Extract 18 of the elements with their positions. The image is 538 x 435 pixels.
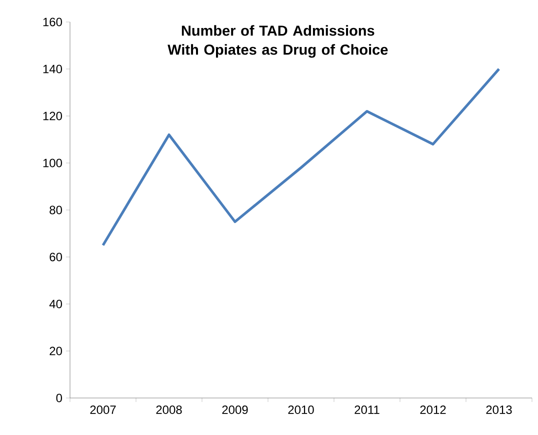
line-series [102,68,500,247]
y-tick-label: 60 [50,252,62,262]
x-tick-label: 2008 [156,406,182,414]
y-tick-label: 20 [50,346,62,356]
x-tick-label: 2009 [222,406,248,414]
y-tick-label: 100 [43,158,62,168]
text: Number of TAD Admissions With Opiates as Drug of Choice [168,25,388,58]
x-tick-label: 2012 [420,406,446,414]
y-tick-label: 0 [56,394,62,402]
y-tick-label: 40 [49,300,62,308]
y-tick-label: 160 [43,18,62,26]
x-tick-label: 2010 [288,406,314,414]
y-tick-label: 120 [43,112,62,120]
y-tick-label: 80 [50,206,62,214]
x-tick-label: 2011 [354,406,380,414]
y-tick-label: 140 [43,64,62,74]
x-tick-label: 2007 [90,406,116,414]
x-tick-label: 2013 [486,406,512,414]
